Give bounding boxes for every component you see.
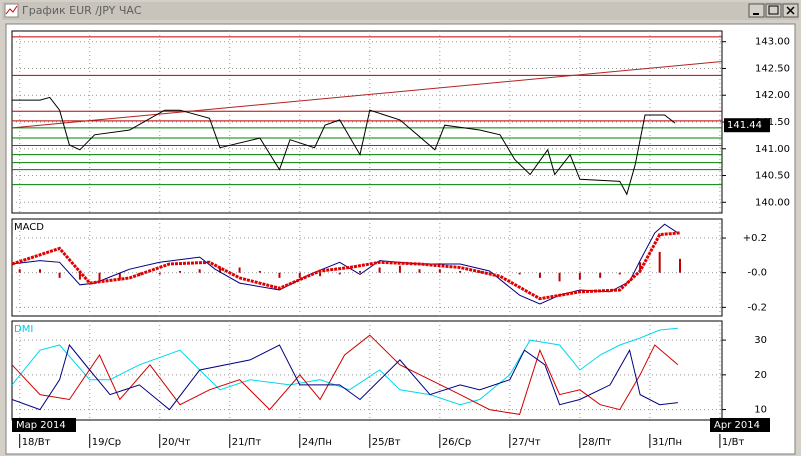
last-price-box bbox=[724, 118, 770, 133]
x-tick-label: 27/Чт bbox=[512, 437, 541, 448]
last-price-label: 141.44 bbox=[727, 120, 762, 131]
plots: 143.00 142.50 142.00 141.50 141.00 140.50 140.… bbox=[11, 30, 790, 421]
y-tick-label: 140.50 bbox=[755, 171, 790, 182]
minimize-button[interactable] bbox=[748, 3, 765, 18]
panel-frame bbox=[11, 218, 723, 317]
panel-label: MACD bbox=[14, 222, 44, 233]
y-tick-label: 141.00 bbox=[755, 144, 790, 155]
x-tick-label: 20/Чт bbox=[162, 437, 191, 448]
panel-label: DMI bbox=[14, 324, 33, 335]
x-tick-label: 31/Пн bbox=[652, 437, 682, 448]
x-tick-label: 18/Вт bbox=[22, 437, 51, 448]
month-box bbox=[12, 418, 76, 432]
panel-frame bbox=[11, 320, 723, 421]
series-line bbox=[12, 327, 678, 406]
month-label: Мар 2014 bbox=[16, 420, 66, 431]
series-line bbox=[12, 96, 676, 196]
month-box bbox=[710, 418, 770, 432]
y-tick-label: 143.00 bbox=[755, 37, 790, 48]
x-tick-label: 28/Пт bbox=[582, 437, 612, 448]
maximize-icon bbox=[768, 5, 779, 15]
y-tick-label: 30 bbox=[754, 335, 767, 346]
close-icon bbox=[786, 6, 795, 15]
y-tick-label: 142.00 bbox=[755, 90, 790, 101]
app-icon-graph bbox=[5, 5, 18, 15]
y-tick-label: +0.2 bbox=[743, 233, 767, 244]
series-line bbox=[12, 223, 679, 305]
x-tick-label: 26/Ср bbox=[442, 437, 471, 448]
y-tick-label: -0.0 bbox=[747, 268, 767, 279]
x-tick-label: 21/Пт bbox=[232, 437, 262, 448]
title-bar bbox=[2, 2, 799, 20]
y-tick-label: 141.50 bbox=[755, 117, 790, 128]
y-tick-label: 142.50 bbox=[755, 63, 790, 74]
month-label: Apr 2014 bbox=[714, 420, 760, 431]
window-title: График EUR /JPY ЧАС bbox=[22, 4, 142, 17]
y-tick-label: 10 bbox=[754, 405, 767, 416]
y-tick-label: 140.00 bbox=[755, 197, 790, 208]
y-tick-label: 20 bbox=[754, 370, 767, 381]
x-tick-label: 19/Ср bbox=[92, 437, 121, 448]
x-tick-label: 24/Пн bbox=[302, 437, 332, 448]
series-line bbox=[12, 61, 722, 129]
series-line bbox=[12, 343, 678, 411]
y-tick-label: -0.2 bbox=[747, 302, 767, 313]
x-tick-label: 1/Вт bbox=[722, 437, 745, 448]
signal-line bbox=[12, 231, 681, 301]
x-tick-label: 25/Вт bbox=[372, 437, 401, 448]
